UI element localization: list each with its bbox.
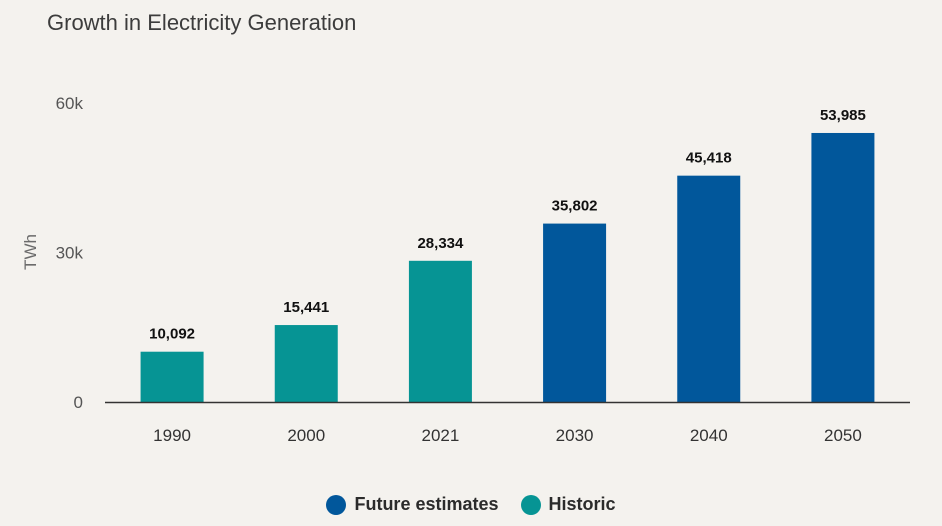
bar xyxy=(677,175,741,402)
legend-item-future[interactable]: Future estimates xyxy=(326,494,499,515)
data-label: 35,802 xyxy=(552,198,598,215)
bar xyxy=(543,223,607,402)
chart-legend: Future estimates Historic xyxy=(0,494,942,515)
y-tick-label: 0 xyxy=(74,393,83,412)
y-axis-title: TWh xyxy=(21,234,40,270)
data-label: 10,092 xyxy=(149,326,195,343)
bar xyxy=(140,351,204,402)
x-tick-label: 2021 xyxy=(422,426,460,445)
x-tick-label: 2000 xyxy=(287,426,325,445)
legend-swatch-historic xyxy=(520,494,541,515)
x-tick-label: 2040 xyxy=(690,426,728,445)
data-label: 28,334 xyxy=(417,235,464,252)
legend-label-historic: Historic xyxy=(548,494,616,514)
legend-label-future: Future estimates xyxy=(354,494,499,514)
bar xyxy=(274,325,338,402)
x-tick-label: 2030 xyxy=(556,426,594,445)
y-tick-label: 60k xyxy=(56,94,84,113)
bar xyxy=(408,260,472,402)
bar xyxy=(811,132,875,403)
legend-item-historic[interactable]: Historic xyxy=(520,494,616,515)
data-label: 53,985 xyxy=(820,107,866,124)
y-tick-label: 30k xyxy=(56,244,84,263)
legend-swatch-future xyxy=(326,494,347,515)
data-label: 15,441 xyxy=(283,299,329,316)
x-tick-label: 2050 xyxy=(824,426,862,445)
x-tick-label: 1990 xyxy=(153,426,191,445)
bar-chart: TWh 0 30k 60k 10,092 1990 15,441 2000 28,334 2021… xyxy=(21,94,910,445)
chart-title: Growth in Electricity Generation xyxy=(47,10,357,35)
data-label: 45,418 xyxy=(686,150,732,167)
